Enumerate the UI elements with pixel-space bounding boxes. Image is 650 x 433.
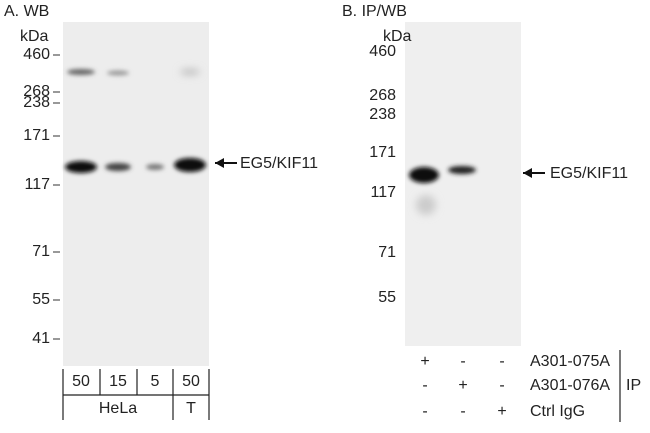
marker-label: 238 <box>23 94 50 111</box>
blot-membrane <box>405 22 521 346</box>
marker-label: 268 <box>369 87 396 104</box>
marker-label: 171 <box>23 127 50 144</box>
unit-label: kDa <box>20 28 49 45</box>
marker-label: 238 <box>369 106 396 123</box>
sign: + <box>458 377 467 394</box>
panel-label: A. WB <box>4 3 49 20</box>
arrow-head <box>215 158 224 168</box>
marker-label: 71 <box>32 243 50 260</box>
unit-label: kDa <box>383 28 412 45</box>
lane-table <box>62 369 210 420</box>
row-name: Ctrl IgG <box>530 403 585 420</box>
sign: - <box>422 403 427 420</box>
lane-label: 15 <box>109 373 127 390</box>
lane-label: 50 <box>72 373 90 390</box>
marker-label: 55 <box>32 291 50 308</box>
target-label: EG5/KIF11 <box>240 155 318 172</box>
marker-label: 55 <box>378 289 396 306</box>
group-label: HeLa <box>99 400 137 417</box>
blot-membrane <box>63 22 209 366</box>
marker-label: 460 <box>23 46 50 63</box>
sign: - <box>460 353 465 370</box>
row-name: A301-076A <box>530 377 610 394</box>
marker-label: 460 <box>369 43 396 60</box>
group-label: T <box>186 400 196 417</box>
marker-label: 41 <box>32 330 50 347</box>
sign: - <box>422 377 427 394</box>
row-name: A301-075A <box>530 353 610 370</box>
bands <box>409 166 476 215</box>
arrow-head <box>523 168 532 178</box>
marker-label: 117 <box>370 184 396 201</box>
sign: - <box>499 353 504 370</box>
lane-label: 50 <box>182 373 200 390</box>
bands <box>65 69 206 173</box>
sign: + <box>497 403 506 420</box>
panel-label: B. IP/WB <box>342 3 407 20</box>
marker-label: 268 <box>23 83 50 100</box>
marker-label: 117 <box>24 176 50 193</box>
sign: + <box>420 353 429 370</box>
side-label: IP <box>626 377 641 394</box>
marker-label: 71 <box>378 244 396 261</box>
marker-label: 171 <box>369 144 396 161</box>
target-label: EG5/KIF11 <box>550 165 628 182</box>
sign: - <box>460 403 465 420</box>
lane-label: 5 <box>151 373 160 390</box>
sign: - <box>499 377 504 394</box>
